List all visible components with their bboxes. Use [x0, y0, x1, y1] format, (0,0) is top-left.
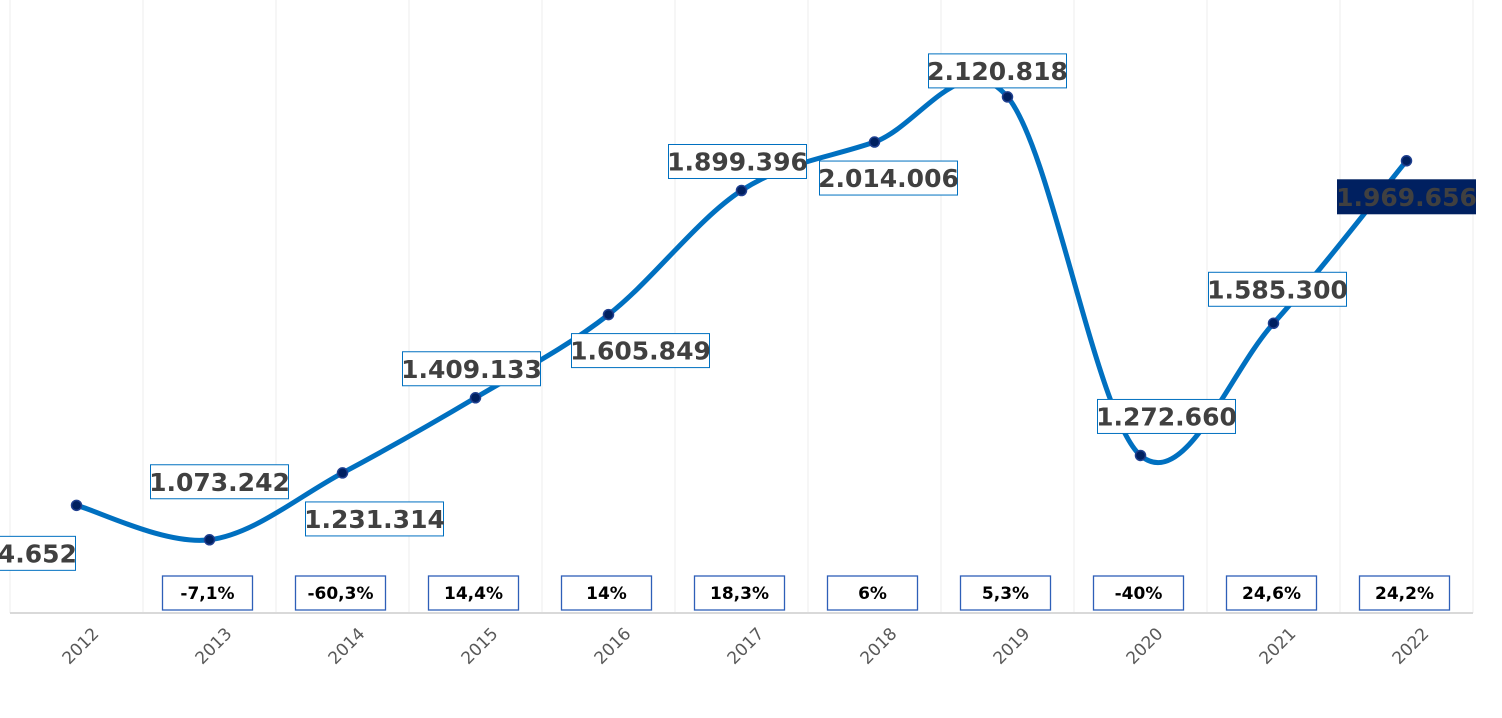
x-tick-label: 2019 [990, 624, 1035, 669]
data-label: 1.605.849 [570, 337, 711, 366]
data-point-marker [1001, 91, 1014, 103]
data-label-box [150, 464, 289, 500]
data-point-marker [1400, 155, 1413, 167]
x-tick-label: 2016 [591, 624, 636, 669]
growth-label: -60,3% [307, 584, 373, 604]
data-label: 1.899.396 [667, 147, 808, 176]
data-label: 1.154.652 [0, 539, 77, 568]
data-label: 1.231.314 [304, 505, 445, 534]
growth-label-box [294, 575, 387, 611]
data-point-marker [1267, 317, 1280, 330]
data-point-marker [203, 534, 216, 546]
x-tick-label: 2017 [724, 624, 769, 669]
data-label: 2.014.006 [818, 164, 959, 193]
data-point-marker [602, 308, 615, 321]
data-label-box [1208, 271, 1347, 307]
growth-label-box [826, 575, 919, 611]
growth-label: -7,1% [180, 584, 234, 604]
x-tick-label: 2018 [857, 624, 902, 669]
x-tick-label: 2015 [458, 624, 503, 669]
data-label-box [819, 160, 958, 196]
data-label-box [402, 351, 541, 387]
data-label-box [571, 333, 710, 369]
data-label-box [305, 501, 444, 537]
data-point-marker [469, 392, 482, 404]
growth-label-box [161, 575, 254, 611]
growth-label-box [560, 575, 653, 611]
data-point-marker [868, 136, 881, 148]
data-point-marker [336, 467, 349, 479]
growth-label: 14% [586, 584, 627, 604]
data-label-box [668, 143, 807, 179]
data-label-box [0, 535, 76, 571]
growth-label: 24,2% [1375, 584, 1434, 604]
data-label-box [928, 53, 1067, 89]
data-label-box [1097, 398, 1236, 434]
data-label: 1.272.660 [1096, 402, 1237, 431]
data-label: 1.585.300 [1207, 275, 1348, 304]
x-tick-label: 2021 [1256, 624, 1301, 669]
growth-label-box [693, 575, 786, 611]
x-tick-label: 2013 [192, 624, 237, 669]
data-point-marker [70, 499, 83, 512]
growth-label: -40% [1115, 584, 1163, 604]
growth-label-box [1225, 575, 1318, 611]
growth-label: 5,3% [982, 584, 1029, 604]
x-tick-label: 2020 [1123, 624, 1168, 669]
data-point-marker [735, 184, 748, 197]
data-label: 1.409.133 [401, 355, 542, 384]
growth-label-box [427, 575, 520, 611]
data-point-marker [1134, 449, 1147, 462]
data-label: 1.073.242 [149, 468, 290, 497]
growth-label: 6% [858, 584, 887, 604]
x-tick-label: 2012 [59, 624, 104, 669]
growth-label: 24,6% [1242, 584, 1301, 604]
growth-label-box [1358, 575, 1451, 611]
data-label: 1.969.656 [1336, 183, 1477, 212]
x-tick-label: 2014 [325, 624, 370, 669]
growth-label-box [959, 575, 1052, 611]
growth-label-box [1092, 575, 1185, 611]
x-tick-label: 2022 [1389, 624, 1434, 669]
data-label-box [1337, 179, 1476, 215]
data-label: 2.120.818 [927, 57, 1068, 86]
growth-label: 14,4% [444, 584, 503, 604]
growth-label: 18,3% [710, 584, 769, 604]
